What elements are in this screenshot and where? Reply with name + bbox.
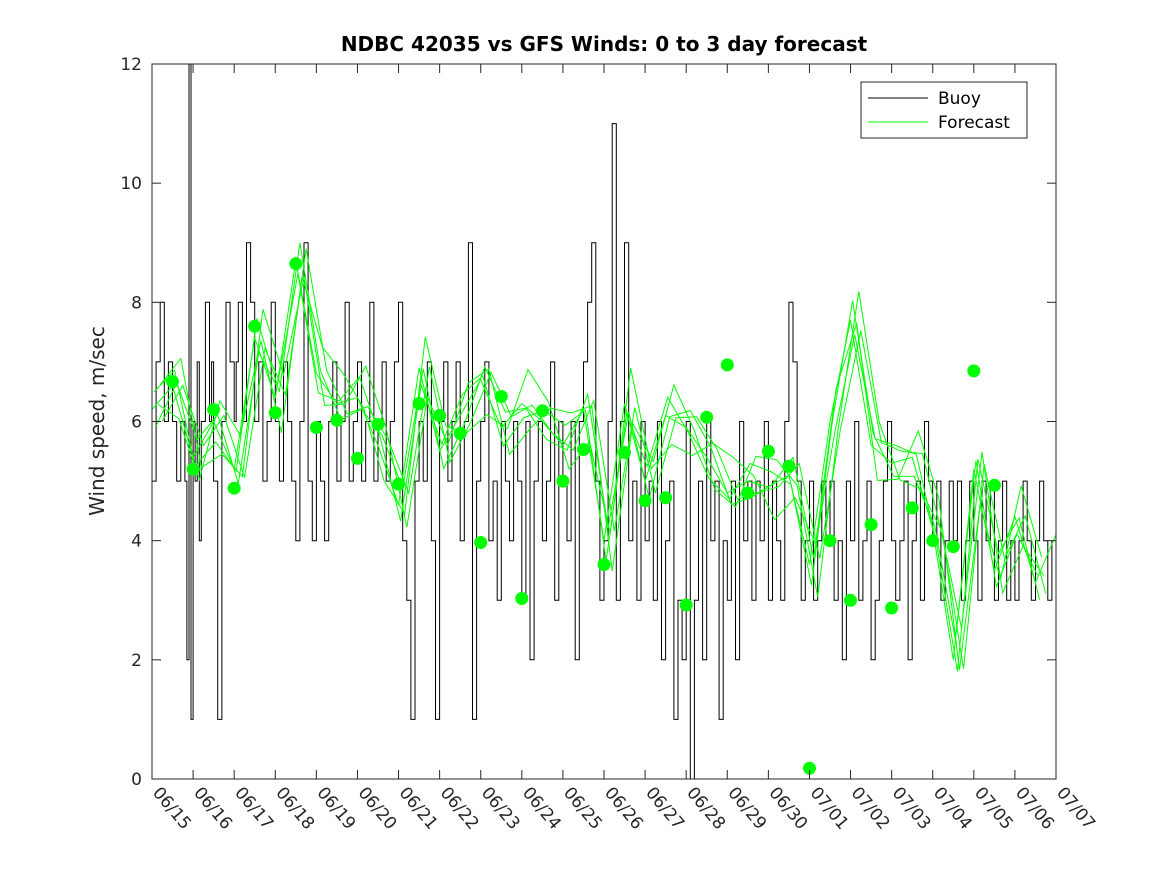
forecast-analysis-point <box>351 451 364 465</box>
forecast-analysis-point <box>905 501 919 515</box>
forecast-analysis-point <box>638 494 652 508</box>
forecast-analysis-point <box>207 403 221 417</box>
y-tick-label: 4 <box>131 532 142 552</box>
forecast-analysis-point <box>741 486 755 500</box>
forecast-analysis-point <box>844 593 857 607</box>
forecast-analysis-point <box>166 375 179 389</box>
y-axis: 0 2 4 6 8 10 12 <box>120 55 1056 790</box>
forecast-series-line <box>155 242 1041 672</box>
forecast-analysis-point <box>679 598 693 612</box>
forecast-analysis-point <box>515 592 529 605</box>
forecast-analysis-point <box>494 390 508 403</box>
forecast-analysis-point <box>885 601 899 615</box>
forecast-analysis-point <box>556 474 570 488</box>
forecast-series-line <box>159 277 1045 629</box>
forecast-analysis-point <box>433 409 447 422</box>
forecast-analysis-point <box>248 319 262 333</box>
forecast-analysis-point <box>761 444 775 458</box>
y-tick-label: 8 <box>131 293 142 313</box>
forecast-analysis-point <box>577 443 590 456</box>
forecast-analysis-point <box>309 421 323 434</box>
forecast-analysis-point <box>330 413 344 427</box>
forecast-analysis-point <box>268 406 282 420</box>
forecast-analysis-point <box>659 491 673 505</box>
forecast-analysis-point <box>227 481 241 495</box>
y-tick-label: 6 <box>131 413 142 433</box>
forecast-analysis-point <box>392 477 405 491</box>
forecast-series-line <box>153 273 1038 640</box>
forecast-analysis-point <box>289 257 303 271</box>
forecast-analysis-point <box>700 410 714 424</box>
forecast-analysis-point <box>782 459 796 473</box>
forecast-analysis-point <box>186 462 200 476</box>
plot-area <box>151 63 1057 780</box>
forecast-analysis-point <box>720 358 734 372</box>
y-tick-label: 0 <box>131 770 142 790</box>
legend-buoy-label: Buoy <box>938 89 981 109</box>
forecast-analysis-point <box>618 446 631 459</box>
forecast-analysis-point <box>864 518 878 532</box>
forecast-analysis-point <box>987 478 1001 492</box>
forecast-analysis-point <box>597 558 611 571</box>
forecast-series-line <box>151 260 1057 660</box>
forecast-analysis-point <box>412 397 426 411</box>
forecast-analysis-point <box>946 540 960 554</box>
y-tick-label: 12 <box>120 55 142 75</box>
forecast-analysis-point <box>967 364 981 378</box>
chart-title: NDBC 42035 vs GFS Winds: 0 to 3 day fore… <box>341 32 868 56</box>
y-tick-label: 10 <box>120 174 142 194</box>
forecast-series-line <box>161 248 1047 669</box>
forecast-analysis-point <box>926 534 940 548</box>
legend: Buoy Forecast <box>860 81 1028 139</box>
forecast-analysis-point <box>474 536 488 549</box>
y-axis-label: Wind speed, m/sec <box>85 326 109 516</box>
forecast-analysis-point <box>823 534 837 548</box>
legend-box <box>860 81 1028 139</box>
buoy-series-line <box>152 63 1053 780</box>
forecast-analysis-point <box>535 404 549 418</box>
forecast-analysis-point <box>371 418 385 431</box>
forecast-analysis-point <box>803 761 816 775</box>
legend-forecast-label: Forecast <box>938 113 1010 133</box>
forecast-analysis-point <box>453 426 467 440</box>
y-tick-label: 2 <box>131 651 142 671</box>
